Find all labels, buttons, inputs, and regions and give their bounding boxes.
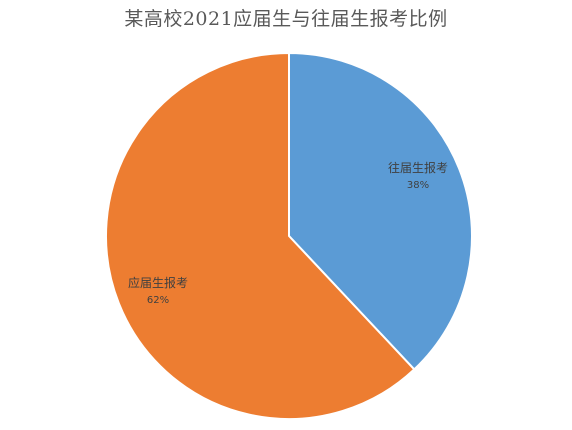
slice-percentage-label: 38%	[407, 180, 429, 191]
slice-category-label: 往届生报考	[388, 160, 448, 175]
pie-slice-1	[288, 52, 473, 371]
chart-title: 某高校2021应届生与往届生报考比例	[124, 8, 448, 30]
slice-category-label: 应届生报考	[128, 275, 188, 290]
slice-percentage-label: 62%	[147, 295, 169, 306]
pie-slice-2	[105, 52, 416, 420]
